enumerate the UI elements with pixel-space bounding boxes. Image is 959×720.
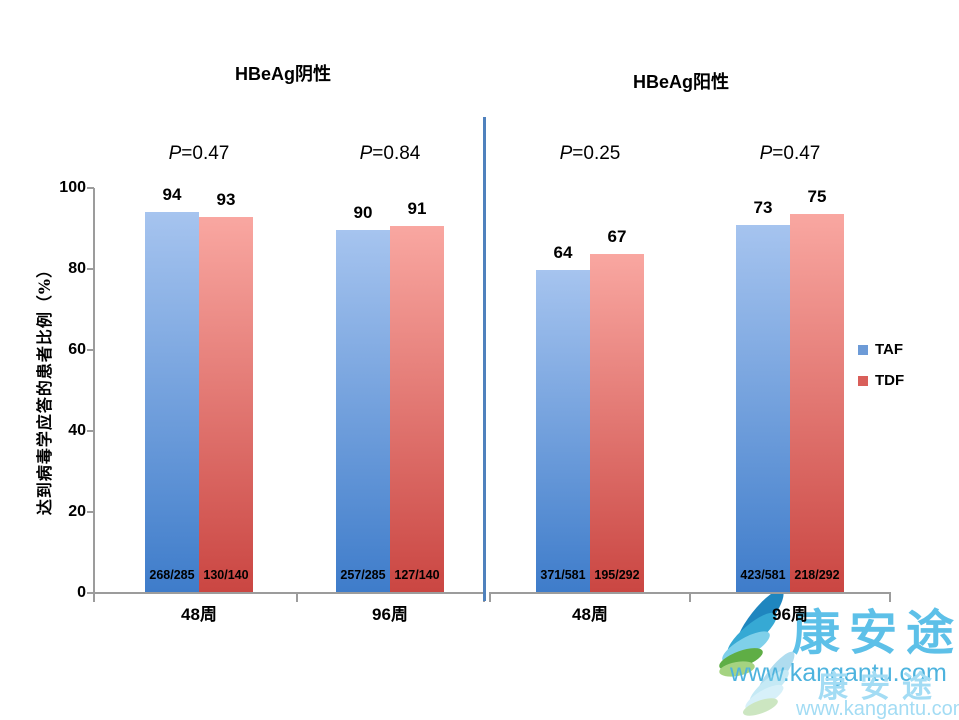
y-tick-label: 20 [68,503,86,520]
bar-count-label: 423/581 [740,568,786,582]
legend-label-taf: TAF [875,341,904,358]
watermark-brand-faded-text: 康安途 [818,670,944,705]
x-axis-tick [689,593,691,602]
bar-taf [336,230,390,593]
x-axis-tick [889,593,891,602]
p-value-label: P=0.25 [520,143,660,165]
x-axis-tick [296,593,298,602]
legend-item-tdf: TDF [858,372,904,389]
p-rest: =0.47 [181,143,230,164]
legend-swatch-tdf-icon [858,375,868,386]
panel-title-hbeag-positive: HBeAg阳性 [632,72,730,92]
bar-taf [145,212,199,593]
y-axis-tick [87,349,94,351]
panel-title-hbeag-negative: HBeAg阴性 [234,64,332,84]
bar-value-label: 90 [353,203,373,222]
legend-swatch-taf-icon [858,344,868,355]
p-symbol: P [759,143,773,164]
bar-count-label: 257/285 [340,568,386,582]
watermark-leaf-icon-faded [742,651,795,716]
bar-count-label: 268/285 [149,568,195,582]
bar-count-label: 371/581 [540,568,586,582]
p-rest: =0.84 [372,143,421,164]
x-axis-line-left [93,592,486,594]
bar-count-label: 195/292 [594,568,640,582]
bar-value-label: 93 [216,190,236,209]
y-tick-label: 40 [68,422,86,439]
watermark-url-text: www.kangantu.com [729,659,947,687]
bar-tdf [199,217,253,593]
bar-count-label: 127/140 [394,568,440,582]
y-axis-tick [87,268,94,270]
y-tick-label: 100 [59,179,86,196]
x-axis-tick [93,593,95,602]
legend-label-tdf: TDF [875,372,905,389]
legend: TAF TDF [858,341,904,389]
y-axis-tick [87,187,94,189]
x-axis-tick [489,593,491,602]
y-tick-label: 60 [68,341,86,358]
watermark-leaf-icon [719,589,784,677]
y-axis-tick [87,592,94,594]
x-category-label: 48周 [572,605,608,624]
p-symbol: P [559,143,573,164]
bar-value-label: 64 [553,243,573,262]
bar-tdf [790,214,844,593]
p-rest: =0.47 [772,143,821,164]
bar-tdf [390,226,444,593]
y-axis-line [93,188,95,594]
bar-taf [736,225,790,593]
bar-count-label: 218/292 [794,568,840,582]
p-rest: =0.25 [572,143,621,164]
bar-value-label: 94 [162,185,182,204]
p-symbol: P [359,143,373,164]
p-value-label: P=0.47 [129,143,269,165]
panel-divider [483,117,486,601]
bar-value-label: 67 [607,227,627,246]
p-value-label: P=0.84 [320,143,460,165]
bar-taf [536,270,590,593]
bar-value-label: 75 [807,187,827,206]
y-tick-label: 80 [68,260,86,277]
p-symbol: P [168,143,182,164]
x-category-label: 96周 [372,605,408,624]
legend-item-taf: TAF [858,341,904,358]
x-category-label: 96周 [772,605,808,624]
p-value-label: P=0.47 [720,143,860,165]
watermark: 康安途 www.kangantu.com 康安途 www.kangantu.co… [719,589,959,720]
y-axis-tick [87,430,94,432]
x-category-label: 48周 [181,605,217,624]
bar-value-label: 91 [407,199,427,218]
watermark-brand-text: 康安途 [792,605,959,661]
bar-count-label: 130/140 [203,568,249,582]
bar-tdf [590,254,644,593]
bar-value-label: 73 [753,198,773,217]
watermark-url-faded-text: www.kangantu.com [795,698,959,720]
y-tick-label: 0 [77,584,86,601]
y-axis-tick [87,511,94,513]
